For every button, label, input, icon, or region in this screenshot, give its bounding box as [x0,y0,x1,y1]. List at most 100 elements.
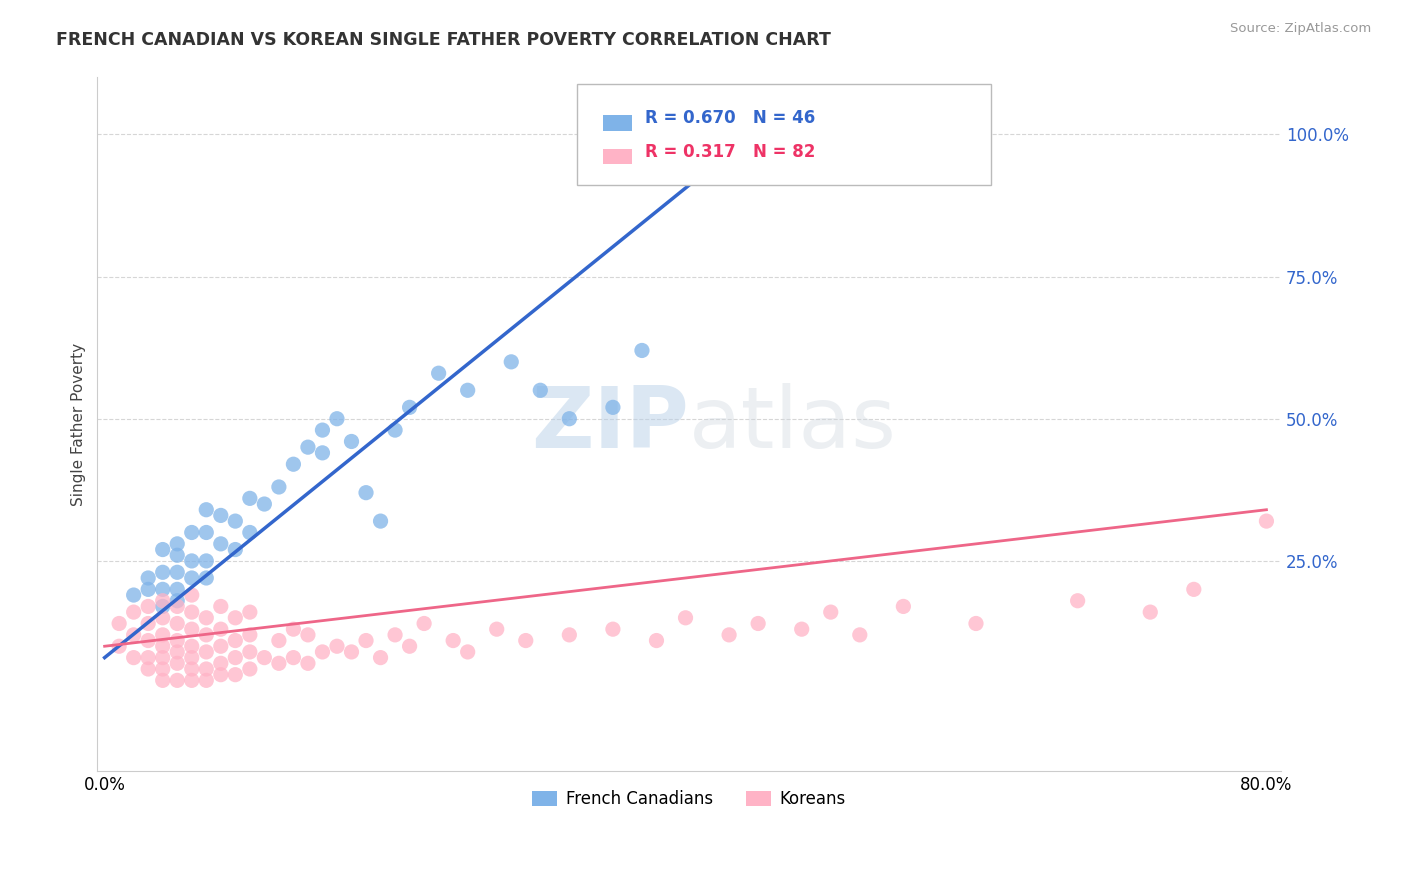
Point [733,145,755,159]
Point [122,605,145,619]
Point [136,650,159,665]
Legend: French Canadians, Koreans: French Canadians, Koreans [526,784,852,815]
Point [239,525,262,540]
Point [602,622,624,636]
Point [166,599,188,614]
Point [457,645,479,659]
Point [340,434,363,449]
Point [180,673,202,688]
Point [166,537,188,551]
Point [398,639,420,653]
Point [1139,605,1161,619]
Point [558,628,581,642]
Point [413,616,436,631]
Point [790,622,813,636]
Point [224,667,246,681]
Point [209,508,232,523]
Point [224,514,246,528]
FancyBboxPatch shape [576,85,991,185]
Point [354,485,377,500]
Point [136,571,159,585]
Point [166,633,188,648]
Point [602,401,624,415]
Point [152,673,174,688]
Point [166,657,188,671]
Point [152,593,174,607]
Point [311,645,333,659]
Point [267,480,290,494]
Point [209,667,232,681]
Point [122,650,145,665]
Point [195,673,218,688]
Point [122,628,145,642]
Point [893,599,915,614]
Point [297,628,319,642]
Point [166,593,188,607]
Point [152,628,174,642]
Point [195,502,218,516]
Point [152,582,174,597]
Point [297,657,319,671]
Point [209,599,232,614]
Point [239,645,262,659]
Point [195,645,218,659]
Point [108,616,131,631]
FancyBboxPatch shape [603,115,633,131]
Point [297,440,319,454]
Point [136,633,159,648]
Point [209,537,232,551]
Text: ZIP: ZIP [531,383,689,466]
Point [195,611,218,625]
Point [180,622,202,636]
Text: atlas: atlas [689,383,897,466]
Point [152,599,174,614]
Point [529,384,551,398]
Point [718,628,741,642]
Text: R = 0.317   N = 82: R = 0.317 N = 82 [645,143,815,161]
Point [675,611,697,625]
Point [224,611,246,625]
Point [1182,582,1205,597]
FancyBboxPatch shape [603,149,633,164]
Point [283,457,305,471]
Point [326,411,349,425]
Point [370,514,392,528]
Point [340,645,363,659]
Point [180,525,202,540]
Point [501,355,523,369]
Point [166,566,188,580]
Point [224,633,246,648]
Point [283,622,305,636]
Point [195,554,218,568]
Point [136,616,159,631]
Point [820,605,842,619]
Point [136,582,159,597]
Point [209,622,232,636]
Point [645,633,668,648]
Point [965,616,987,631]
Point [239,628,262,642]
Point [136,662,159,676]
Point [209,639,232,653]
Y-axis label: Single Father Poverty: Single Father Poverty [72,343,86,506]
Text: Source: ZipAtlas.com: Source: ZipAtlas.com [1230,22,1371,36]
Point [558,411,581,425]
Point [515,633,537,648]
Point [180,662,202,676]
Point [631,343,654,358]
Point [209,657,232,671]
Point [166,582,188,597]
Point [441,633,464,648]
Point [108,639,131,653]
Point [384,628,406,642]
Point [311,423,333,437]
Point [384,423,406,437]
Point [253,650,276,665]
Point [122,588,145,602]
Point [152,639,174,653]
Point [136,599,159,614]
Point [152,611,174,625]
Point [180,554,202,568]
Point [849,628,872,642]
Point [1066,593,1088,607]
